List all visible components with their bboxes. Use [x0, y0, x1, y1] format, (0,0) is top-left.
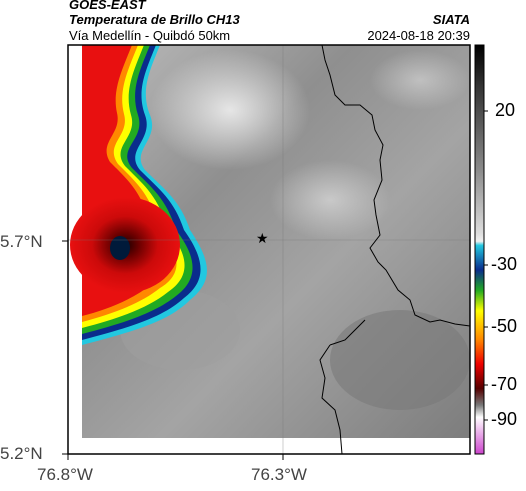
lat-label-5-7: 5.7°N — [0, 232, 43, 251]
route-label: Vía Medellín - Quibdó 50km — [69, 28, 231, 43]
colorbar-tick-minus30: -30 — [491, 254, 518, 274]
organization-label: SIATA — [432, 12, 470, 27]
colorbar — [474, 44, 485, 455]
colorbar-tick-minus50: -50 — [491, 316, 518, 336]
lon-label-76-8: 76.8°W — [37, 465, 93, 484]
satellite-source: GOES-EAST — [69, 0, 146, 12]
lat-label-5-2: 5.2°N — [0, 444, 43, 463]
satellite-image — [68, 45, 470, 454]
lon-label-76-3: 76.3°W — [251, 465, 307, 484]
product-title: Temperatura de Brillo CH13 — [69, 12, 240, 27]
colorbar-tick-20: 20 — [495, 100, 516, 120]
colorbar-tick-minus70: -70 — [491, 374, 518, 394]
colorbar-tick-minus90: -90 — [491, 409, 518, 429]
location-marker: ★ — [256, 230, 269, 246]
map-frame — [67, 44, 471, 455]
datetime-label: 2024-08-18 20:39 — [367, 28, 470, 43]
